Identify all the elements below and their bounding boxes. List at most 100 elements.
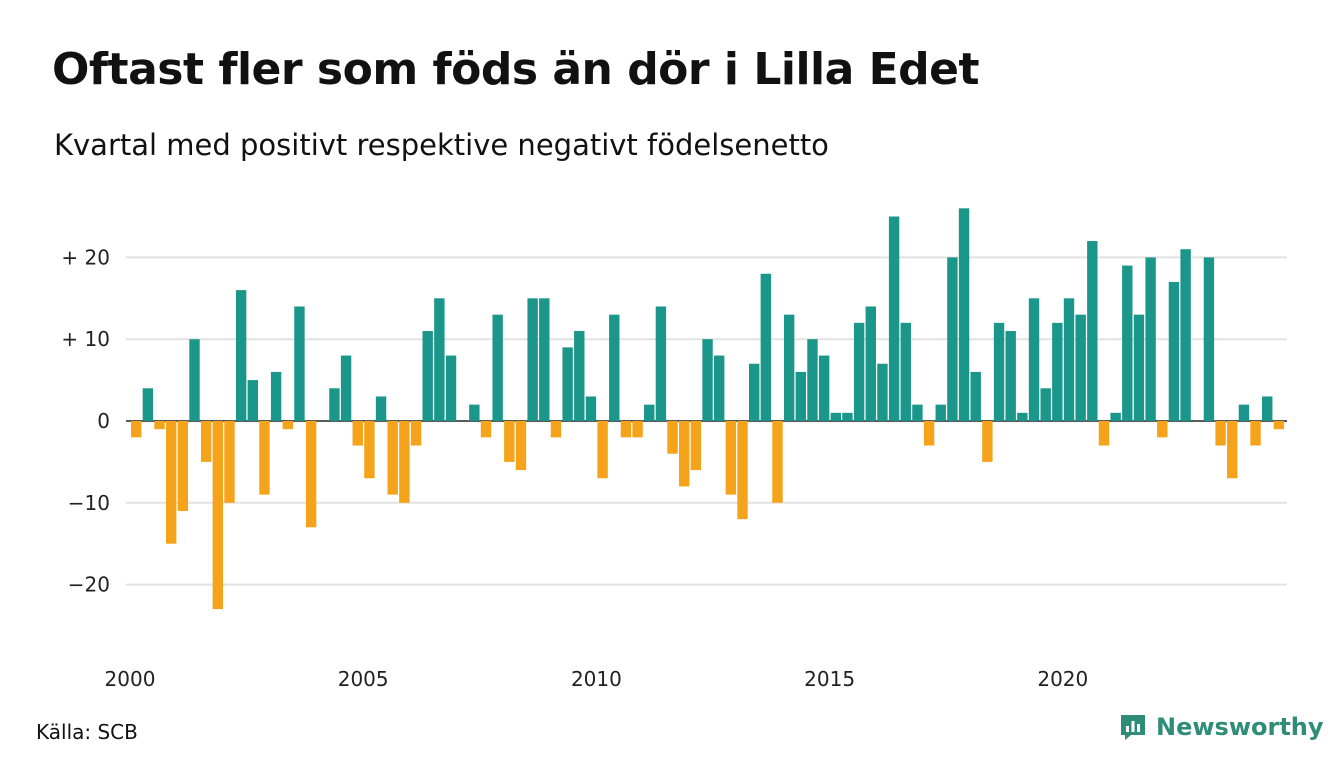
- bar: [1017, 412, 1028, 421]
- bar: [970, 371, 981, 421]
- bar: [410, 421, 422, 446]
- bar: [177, 421, 189, 511]
- x-tick-label: 2000: [105, 667, 156, 691]
- y-axis-ticks: + 20 + 10 0 −10 −20: [61, 245, 110, 596]
- bar: [364, 421, 375, 479]
- bar: [655, 306, 667, 421]
- bar: [131, 421, 142, 438]
- bar: [504, 421, 515, 462]
- bar: [958, 208, 970, 421]
- bar: [609, 314, 620, 421]
- bar: [1145, 257, 1156, 421]
- bar: [1180, 249, 1191, 421]
- bar: [947, 257, 958, 421]
- bar: [690, 421, 702, 471]
- bar: [189, 339, 200, 421]
- bar: [679, 421, 690, 487]
- bar: [247, 380, 258, 421]
- bar: [422, 331, 433, 421]
- bar: [877, 363, 888, 421]
- bar: [714, 355, 725, 421]
- bar: [1122, 265, 1133, 421]
- bar: [725, 421, 737, 495]
- bar: [305, 421, 317, 528]
- bar: [294, 306, 305, 421]
- bar: [853, 322, 865, 421]
- bar: [142, 388, 154, 421]
- bar: [1262, 396, 1273, 421]
- x-tick-label: 2010: [571, 667, 622, 691]
- bar: [329, 388, 340, 421]
- bar: [515, 421, 527, 471]
- bar: [795, 371, 807, 421]
- bar: [644, 404, 655, 421]
- bar: [480, 421, 492, 438]
- x-tick-label: 2020: [1037, 667, 1088, 691]
- bar: [935, 404, 946, 421]
- x-tick-label: 2015: [804, 667, 855, 691]
- bar: [783, 314, 795, 421]
- bar: [632, 421, 643, 438]
- bar: [1157, 421, 1168, 438]
- bar: [1133, 314, 1145, 421]
- bar: [539, 298, 550, 421]
- bar: [469, 404, 480, 421]
- bar: [375, 396, 387, 421]
- bar: [597, 421, 608, 479]
- chart-title: Oftast fler som föds än dör i Lilla Edet: [52, 44, 980, 95]
- source-note: Källa: SCB: [36, 720, 138, 744]
- bar: [1098, 421, 1110, 446]
- bar: [200, 421, 212, 462]
- brand-name: Newsworthy: [1156, 713, 1324, 741]
- bar: [562, 347, 573, 421]
- bar: [702, 339, 713, 421]
- bar: [550, 421, 562, 438]
- bar: [888, 216, 900, 421]
- bar: [923, 421, 935, 446]
- bar: [282, 421, 293, 430]
- x-axis-ticks: 2000 2005 2010 2015 2020: [105, 667, 1089, 691]
- bar: [830, 412, 841, 421]
- bar: [154, 421, 165, 430]
- bar: [748, 363, 760, 421]
- bar: [842, 412, 853, 421]
- bar: [1203, 257, 1215, 421]
- bar-chart: + 20 + 10 0 −10 −20 2000 2005 2010 2015 2020: [61, 208, 1287, 691]
- bars: [131, 208, 1285, 610]
- y-tick-label: −10: [68, 491, 110, 515]
- bar: [574, 331, 585, 421]
- bar: [387, 421, 398, 495]
- bar: [760, 273, 772, 421]
- bar: [1028, 298, 1040, 421]
- bar: [982, 421, 993, 462]
- y-tick-label: 0: [97, 409, 110, 433]
- bar: [1273, 421, 1285, 430]
- bar: [1168, 281, 1180, 421]
- x-tick-label: 2005: [338, 667, 389, 691]
- bar: [165, 421, 177, 544]
- bar: [620, 421, 632, 438]
- bar: [1215, 421, 1226, 446]
- bar: [667, 421, 678, 454]
- brand-logo[interactable]: Newsworthy: [1118, 712, 1324, 742]
- bar: [352, 421, 363, 446]
- bar: [1063, 298, 1075, 421]
- bar: [1250, 421, 1261, 446]
- bar: [1110, 412, 1121, 421]
- newsworthy-logo-icon: [1121, 715, 1145, 740]
- bar: [865, 306, 876, 421]
- bar: [1238, 404, 1250, 421]
- bar: [434, 298, 445, 421]
- bar: [807, 339, 818, 421]
- bar: [1040, 388, 1051, 421]
- bar: [259, 421, 270, 495]
- bar: [445, 355, 457, 421]
- bar: [270, 371, 282, 421]
- bar: [737, 421, 748, 520]
- bar: [1005, 331, 1016, 421]
- bar: [235, 290, 247, 421]
- bar: [1227, 421, 1238, 479]
- chart-subtitle: Kvartal med positivt respektive negativt…: [54, 128, 829, 162]
- bar: [1075, 314, 1086, 421]
- bar: [993, 322, 1005, 421]
